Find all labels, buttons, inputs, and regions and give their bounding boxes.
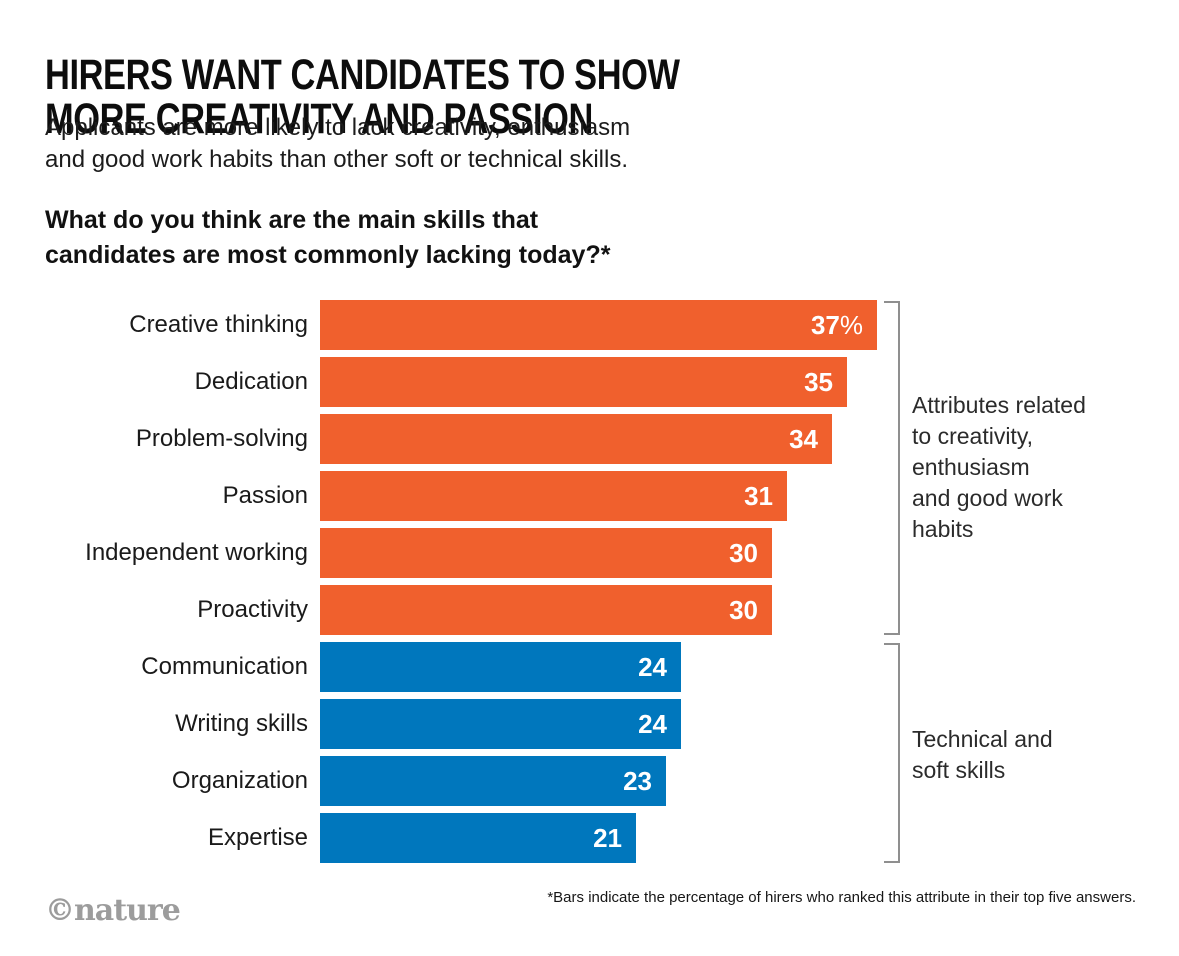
group-bracket-creativity: [884, 301, 900, 635]
bar-creativity: 35: [320, 357, 847, 407]
bar-value-label: 30: [729, 537, 758, 568]
bar-chart-rows: Creative thinking 37% Dedication 35 Problem-…: [45, 300, 1135, 863]
bar-category-label: Independent working: [85, 539, 308, 566]
bar-row: Communication 24: [45, 642, 1135, 692]
bar-creativity: 34: [320, 414, 832, 464]
bar-value-label: 21: [593, 822, 622, 853]
bar-row: Problem-solving 34: [45, 414, 1135, 464]
survey-question: What do you think are the main skills th…: [45, 206, 611, 269]
bar-category-label: Expertise: [207, 824, 308, 851]
bar-value-label: 35: [804, 366, 833, 397]
bar-technical: 24: [320, 642, 681, 692]
bar-technical: 21: [320, 813, 636, 863]
bar-value-label: 24: [638, 708, 667, 739]
nature-logo: ©nature: [45, 893, 181, 928]
bar-track: 21: [320, 813, 1135, 863]
bar-category-label: Problem-solving: [135, 425, 308, 452]
bar-track: 24: [320, 699, 1135, 749]
group-bracket-technical: [884, 643, 900, 863]
bar-row: Dedication 35: [45, 357, 1135, 407]
bar-row: Writing skills 24: [45, 699, 1135, 749]
bar-value-label: 24: [638, 651, 667, 682]
bar-row: Expertise 21: [45, 813, 1135, 863]
group-annotation-technical: Technical and soft skills: [912, 726, 1053, 783]
bar-track: 30: [320, 528, 1135, 578]
bar-category-label: Dedication: [194, 368, 308, 395]
bar-value-label: 34: [789, 423, 818, 454]
chart-title: HIRERS WANT CANDIDATES TO SHOW MORE CREA…: [45, 53, 838, 141]
bar-technical: 24: [320, 699, 681, 749]
bar-track: 31: [320, 471, 1135, 521]
bar-category-label: Proactivity: [197, 596, 308, 623]
bar-creativity: 30: [320, 528, 772, 578]
footnote: *Bars indicate the percentage of hirers …: [547, 889, 1136, 906]
bar-track: 23: [320, 756, 1135, 806]
bar-value-label: 23: [623, 765, 652, 796]
bar-track: 35: [320, 357, 1135, 407]
bar-track: 37%: [320, 300, 1135, 350]
bar-category-label: Creative thinking: [129, 311, 308, 338]
bar-category-label: Communication: [141, 653, 308, 680]
bar-value-label: 31: [744, 480, 773, 511]
bar-track: 34: [320, 414, 1135, 464]
bar-row: Creative thinking 37%: [45, 300, 1135, 350]
chart-subtitle: Applicants are more likely to lack creat…: [45, 114, 631, 173]
bar-track: 24: [320, 642, 1135, 692]
bar-value-label: 30: [729, 594, 758, 625]
bar-creativity: 31: [320, 471, 787, 521]
bar-value-suffix: %: [839, 309, 863, 340]
group-annotation-creativity: Attributes related to creativity, enthus…: [912, 392, 1086, 542]
bar-technical: 23: [320, 756, 666, 806]
bar-row: Independent working 30: [45, 528, 1135, 578]
bar-row: Passion 31: [45, 471, 1135, 521]
bar-track: 30: [320, 585, 1135, 635]
chart-title-text: HIRERS WANT CANDIDATES TO SHOW MORE CREA…: [45, 50, 680, 143]
bar-category-label: Passion: [222, 482, 308, 509]
bar-row: Organization 23: [45, 756, 1135, 806]
bar-row: Proactivity 30: [45, 585, 1135, 635]
bar-value-label: 37%: [810, 309, 863, 340]
bar-creativity: 37%: [320, 300, 877, 350]
bar-category-label: Organization: [171, 767, 308, 794]
bar-category-label: Writing skills: [175, 710, 308, 737]
bar-creativity: 30: [320, 585, 772, 635]
